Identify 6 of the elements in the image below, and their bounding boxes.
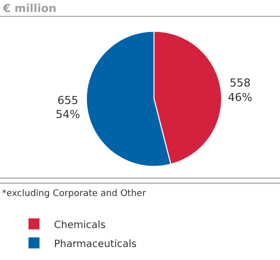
legend-label: Pharmaceuticals	[54, 238, 137, 250]
data-label: 558 46%	[228, 76, 252, 104]
text: *excluding Corporate and Other	[2, 189, 146, 199]
chart-title: € million	[2, 2, 56, 15]
data-label: 655 54%	[56, 94, 80, 122]
legend-label: Chemicals	[54, 220, 106, 231]
